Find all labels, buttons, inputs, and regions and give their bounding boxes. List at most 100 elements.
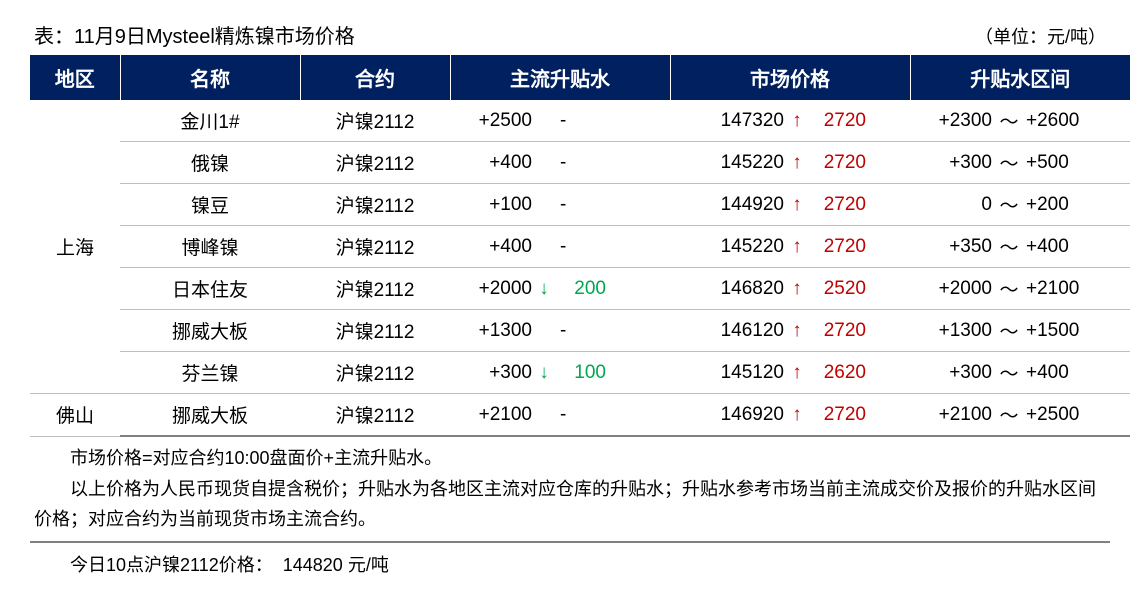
product-name: 日本住友 — [120, 268, 300, 310]
table-row: 上海博峰镍沪镍2112+400 -145220↑2720+350～+400 — [30, 226, 1130, 268]
table-title: 表：11月9日Mysteel精炼镍市场价格 — [34, 20, 355, 49]
premium-delta: 100 — [556, 362, 612, 384]
contract-code: 沪镍2112 — [300, 352, 450, 394]
price-cell: 146120↑2720 — [670, 310, 910, 352]
footer-line: 今日10点沪镍2112价格： 144820 元/吨 — [30, 541, 1110, 577]
table-row: 俄镍沪镍2112+400 -145220↑2720+300～+500 — [30, 142, 1130, 184]
table-row: 佛山挪威大板沪镍2112+2100 -146920↑2720+2100～+250… — [30, 394, 1130, 437]
price-delta: 2720 — [810, 194, 872, 216]
contract-code: 沪镍2112 — [300, 268, 450, 310]
range-separator: ～ — [992, 107, 1026, 134]
premium-value: +2000 — [454, 278, 532, 300]
premium-cell: +2500 - — [450, 100, 670, 142]
range-separator: ～ — [992, 317, 1026, 344]
col-header-region: 地区 — [30, 55, 120, 100]
premium-cell: +100 - — [450, 184, 670, 226]
price-cell: 146820↑2520 — [670, 268, 910, 310]
price-delta: 2720 — [810, 236, 872, 258]
range-high: +400 — [1026, 236, 1104, 258]
range-cell: +300～+400 — [910, 352, 1130, 394]
range-separator: ～ — [992, 359, 1026, 386]
table-unit: （单位：元/吨） — [975, 23, 1106, 49]
range-high: +500 — [1026, 152, 1104, 174]
premium-delta: 200 — [556, 278, 612, 300]
region-cell — [30, 352, 120, 394]
premium-cell: +400 - — [450, 142, 670, 184]
price-table: 地区 名称 合约 主流升贴水 市场价格 升贴水区间 金川1#沪镍2112+250… — [30, 55, 1130, 437]
col-header-range: 升贴水区间 — [910, 55, 1130, 100]
range-cell: 0～+200 — [910, 184, 1130, 226]
contract-code: 沪镍2112 — [300, 184, 450, 226]
table-row: 挪威大板沪镍2112+1300 -146120↑2720+1300～+1500 — [30, 310, 1130, 352]
arrow-up-icon: ↑ — [784, 110, 810, 132]
note-line: 以上价格为人民币现货自提含税价；升贴水为各地区主流对应仓库的升贴水；升贴水参考市… — [34, 474, 1106, 535]
contract-code: 沪镍2112 — [300, 100, 450, 142]
premium-delta: - — [556, 110, 612, 132]
footer-label: 今日10点沪镍2112价格： — [70, 555, 273, 575]
arrow-up-icon: ↑ — [784, 236, 810, 258]
price-value: 146120 — [674, 320, 784, 342]
price-delta: 2720 — [810, 110, 872, 132]
contract-code: 沪镍2112 — [300, 226, 450, 268]
premium-dash — [532, 404, 556, 426]
premium-value: +2500 — [454, 110, 532, 132]
premium-cell: +2100 - — [450, 394, 670, 437]
col-header-premium: 主流升贴水 — [450, 55, 670, 100]
range-low: +2000 — [914, 278, 992, 300]
range-separator: ～ — [992, 149, 1026, 176]
contract-code: 沪镍2112 — [300, 310, 450, 352]
premium-dash — [532, 110, 556, 132]
table-head-row: 地区 名称 合约 主流升贴水 市场价格 升贴水区间 — [30, 55, 1130, 100]
price-value: 146820 — [674, 278, 784, 300]
range-high: +400 — [1026, 362, 1104, 384]
price-value: 146920 — [674, 404, 784, 426]
range-low: +2100 — [914, 404, 992, 426]
range-low: +1300 — [914, 320, 992, 342]
premium-dash — [532, 320, 556, 342]
price-cell: 146920↑2720 — [670, 394, 910, 437]
col-header-name: 名称 — [120, 55, 300, 100]
price-delta: 2620 — [810, 362, 872, 384]
range-low: +300 — [914, 362, 992, 384]
premium-cell: +1300 - — [450, 310, 670, 352]
range-high: +2100 — [1026, 278, 1104, 300]
arrow-up-icon: ↑ — [784, 278, 810, 300]
region-cell — [30, 142, 120, 184]
product-name: 镍豆 — [120, 184, 300, 226]
range-cell: +1300～+1500 — [910, 310, 1130, 352]
range-cell: +350～+400 — [910, 226, 1130, 268]
premium-delta: - — [556, 404, 612, 426]
price-cell: 145220↑2720 — [670, 226, 910, 268]
premium-delta: - — [556, 320, 612, 342]
premium-value: +2100 — [454, 404, 532, 426]
range-low: +2300 — [914, 110, 992, 132]
product-name: 挪威大板 — [120, 394, 300, 437]
product-name: 俄镍 — [120, 142, 300, 184]
table-row: 日本住友沪镍2112+2000↓200146820↑2520+2000～+210… — [30, 268, 1130, 310]
price-delta: 2720 — [810, 404, 872, 426]
arrow-up-icon: ↑ — [784, 152, 810, 174]
arrow-down-icon: ↓ — [532, 362, 556, 384]
region-cell — [30, 268, 120, 310]
range-separator: ～ — [992, 275, 1026, 302]
premium-value: +400 — [454, 152, 532, 174]
price-cell: 145120↑2620 — [670, 352, 910, 394]
product-name: 芬兰镍 — [120, 352, 300, 394]
region-cell: 上海 — [30, 226, 120, 268]
premium-cell: +400 - — [450, 226, 670, 268]
premium-delta: - — [556, 194, 612, 216]
product-name: 金川1# — [120, 100, 300, 142]
price-value: 145220 — [674, 236, 784, 258]
range-high: +1500 — [1026, 320, 1104, 342]
range-separator: ～ — [992, 233, 1026, 260]
price-value: 147320 — [674, 110, 784, 132]
premium-dash — [532, 236, 556, 258]
price-value: 144920 — [674, 194, 784, 216]
premium-dash — [532, 194, 556, 216]
price-delta: 2520 — [810, 278, 872, 300]
table-row: 芬兰镍沪镍2112+300↓100145120↑2620+300～+400 — [30, 352, 1130, 394]
range-separator: ～ — [992, 401, 1026, 428]
premium-value: +1300 — [454, 320, 532, 342]
arrow-up-icon: ↑ — [784, 362, 810, 384]
premium-cell: +300↓100 — [450, 352, 670, 394]
